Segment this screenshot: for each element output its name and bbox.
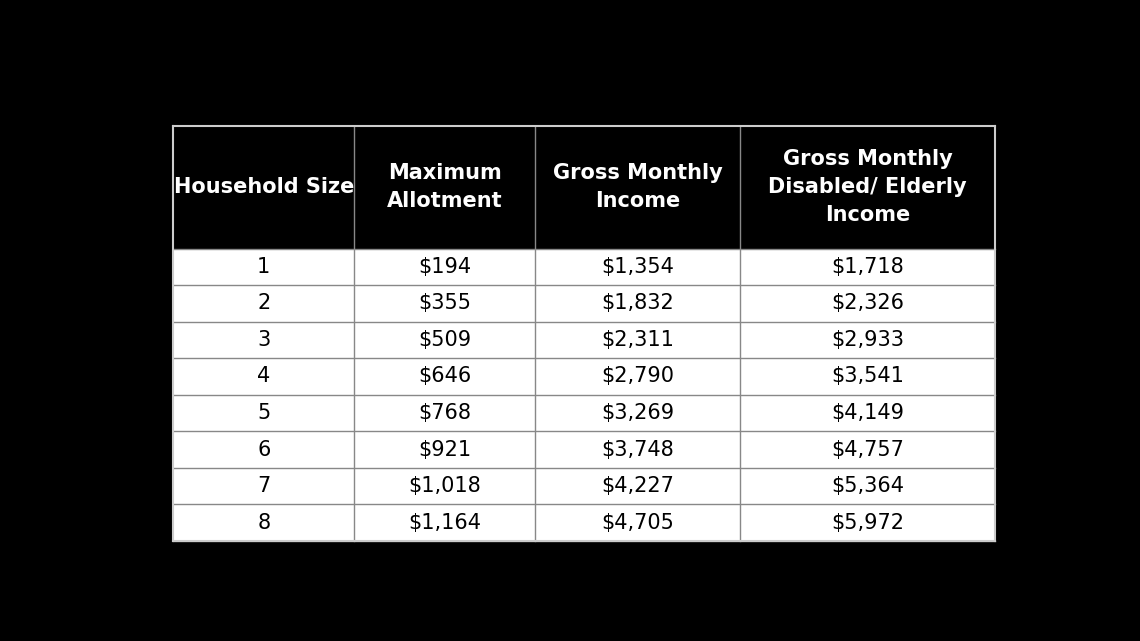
Bar bbox=[740, 285, 995, 322]
Bar bbox=[355, 358, 535, 395]
Bar bbox=[740, 431, 995, 468]
Bar bbox=[740, 395, 995, 431]
Bar bbox=[173, 285, 355, 322]
Text: 6: 6 bbox=[258, 440, 270, 460]
Bar bbox=[173, 504, 355, 541]
Bar bbox=[173, 431, 355, 468]
Text: 1: 1 bbox=[258, 257, 270, 277]
Text: $1,164: $1,164 bbox=[408, 513, 481, 533]
Bar bbox=[355, 395, 535, 431]
Text: $1,018: $1,018 bbox=[408, 476, 481, 496]
Text: $509: $509 bbox=[418, 330, 471, 350]
Bar bbox=[173, 468, 355, 504]
Bar bbox=[535, 285, 740, 322]
Text: 5: 5 bbox=[258, 403, 270, 423]
Text: $4,757: $4,757 bbox=[831, 440, 904, 460]
Text: $646: $646 bbox=[418, 367, 471, 387]
Text: 3: 3 bbox=[258, 330, 270, 350]
Text: $2,790: $2,790 bbox=[601, 367, 674, 387]
Text: $768: $768 bbox=[418, 403, 471, 423]
Text: $355: $355 bbox=[418, 294, 471, 313]
Text: $194: $194 bbox=[418, 257, 471, 277]
Bar bbox=[173, 249, 355, 285]
Text: $1,354: $1,354 bbox=[601, 257, 674, 277]
Bar bbox=[355, 468, 535, 504]
Bar bbox=[355, 285, 535, 322]
Text: 8: 8 bbox=[258, 513, 270, 533]
Bar bbox=[355, 249, 535, 285]
Text: $5,972: $5,972 bbox=[831, 513, 904, 533]
Bar bbox=[535, 322, 740, 358]
Text: $3,541: $3,541 bbox=[831, 367, 904, 387]
Bar bbox=[355, 322, 535, 358]
Text: $2,933: $2,933 bbox=[831, 330, 904, 350]
Bar bbox=[535, 126, 740, 249]
Text: $3,748: $3,748 bbox=[601, 440, 674, 460]
Text: $3,269: $3,269 bbox=[601, 403, 674, 423]
Bar bbox=[173, 126, 355, 249]
Bar bbox=[355, 504, 535, 541]
Bar bbox=[535, 431, 740, 468]
Text: $4,149: $4,149 bbox=[831, 403, 904, 423]
Text: 2: 2 bbox=[258, 294, 270, 313]
Bar bbox=[740, 468, 995, 504]
Text: 4: 4 bbox=[258, 367, 270, 387]
Text: Maximum
Allotment: Maximum Allotment bbox=[386, 163, 503, 212]
Text: Gross Monthly
Disabled/ Elderly
Income: Gross Monthly Disabled/ Elderly Income bbox=[768, 149, 967, 226]
Text: $2,311: $2,311 bbox=[601, 330, 674, 350]
Bar bbox=[355, 431, 535, 468]
Bar bbox=[173, 358, 355, 395]
Bar bbox=[535, 504, 740, 541]
Text: Gross Monthly
Income: Gross Monthly Income bbox=[553, 163, 723, 212]
Text: $1,718: $1,718 bbox=[831, 257, 904, 277]
Text: $921: $921 bbox=[418, 440, 471, 460]
Bar bbox=[740, 504, 995, 541]
Text: $1,832: $1,832 bbox=[601, 294, 674, 313]
Text: Household Size: Household Size bbox=[173, 178, 355, 197]
Bar bbox=[355, 126, 535, 249]
Text: 7: 7 bbox=[258, 476, 270, 496]
Bar bbox=[535, 395, 740, 431]
Text: $5,364: $5,364 bbox=[831, 476, 904, 496]
Text: $4,705: $4,705 bbox=[601, 513, 674, 533]
Bar bbox=[173, 395, 355, 431]
Bar bbox=[740, 358, 995, 395]
Bar bbox=[535, 468, 740, 504]
Bar bbox=[173, 322, 355, 358]
Text: $2,326: $2,326 bbox=[831, 294, 904, 313]
Bar bbox=[740, 322, 995, 358]
Bar bbox=[535, 358, 740, 395]
Bar bbox=[535, 249, 740, 285]
Bar bbox=[740, 126, 995, 249]
Text: $4,227: $4,227 bbox=[601, 476, 674, 496]
Bar bbox=[740, 249, 995, 285]
